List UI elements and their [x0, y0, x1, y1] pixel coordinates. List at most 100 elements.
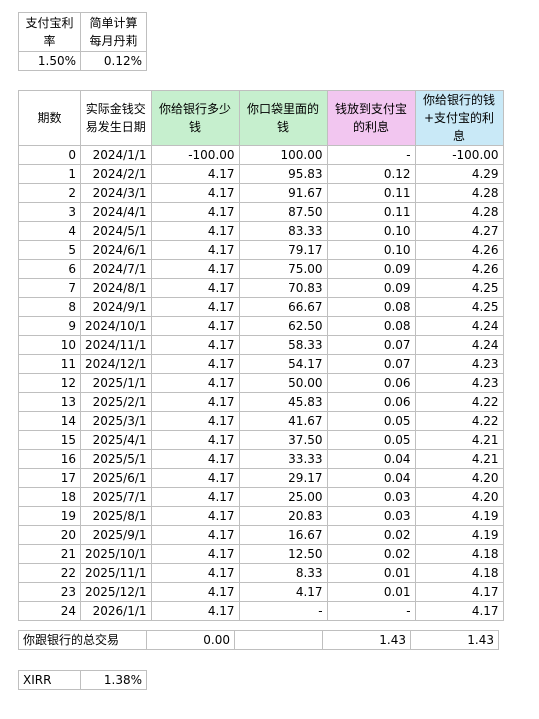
bank-payment-cell[interactable]: 4.17	[150, 373, 240, 393]
interest-cell[interactable]: 0.01	[326, 582, 416, 602]
pocket-money-cell[interactable]: 100.00	[238, 145, 328, 165]
period-cell[interactable]: 1	[18, 164, 81, 184]
date-cell[interactable]: 2024/4/1	[80, 202, 152, 222]
pocket-money-cell[interactable]: 41.67	[238, 411, 328, 431]
date-cell[interactable]: 2024/8/1	[80, 278, 152, 298]
pocket-money-cell[interactable]: 75.00	[238, 259, 328, 279]
period-cell[interactable]: 17	[18, 468, 81, 488]
combined-cell[interactable]: -100.00	[414, 145, 504, 165]
bank-payment-cell[interactable]: 4.17	[150, 297, 240, 317]
pocket-money-cell[interactable]: 54.17	[238, 354, 328, 374]
interest-cell[interactable]: -	[326, 145, 416, 165]
date-cell[interactable]: 2024/1/1	[80, 145, 152, 165]
interest-cell[interactable]: 0.10	[326, 240, 416, 260]
period-cell[interactable]: 6	[18, 259, 81, 279]
bank-payment-cell[interactable]: 4.17	[150, 411, 240, 431]
date-cell[interactable]: 2025/12/1	[80, 582, 152, 602]
period-cell[interactable]: 15	[18, 430, 81, 450]
combined-cell[interactable]: 4.28	[414, 183, 504, 203]
bank-payment-cell[interactable]: 4.17	[150, 525, 240, 545]
combined-cell[interactable]: 4.29	[414, 164, 504, 184]
pocket-money-cell[interactable]: 45.83	[238, 392, 328, 412]
pocket-money-cell[interactable]: 50.00	[238, 373, 328, 393]
combined-cell[interactable]: 4.19	[414, 525, 504, 545]
period-cell[interactable]: 12	[18, 373, 81, 393]
date-cell[interactable]: 2025/10/1	[80, 544, 152, 564]
interest-cell[interactable]: 0.11	[326, 183, 416, 203]
pocket-money-header[interactable]: 你口袋里面的钱	[238, 90, 328, 146]
interest-cell[interactable]: -	[326, 601, 416, 621]
totals-bank[interactable]: 0.00	[146, 630, 235, 650]
pocket-money-cell[interactable]: 91.67	[238, 183, 328, 203]
date-cell[interactable]: 2024/10/1	[80, 316, 152, 336]
period-cell[interactable]: 9	[18, 316, 81, 336]
pocket-money-cell[interactable]: 37.50	[238, 430, 328, 450]
bank-payment-cell[interactable]: 4.17	[150, 563, 240, 583]
interest-cell[interactable]: 0.09	[326, 278, 416, 298]
date-cell[interactable]: 2025/7/1	[80, 487, 152, 507]
bank-payment-cell[interactable]: 4.17	[150, 240, 240, 260]
interest-cell[interactable]: 0.01	[326, 563, 416, 583]
pocket-money-cell[interactable]: 83.33	[238, 221, 328, 241]
date-cell[interactable]: 2026/1/1	[80, 601, 152, 621]
pocket-money-cell[interactable]: 8.33	[238, 563, 328, 583]
bank-payment-cell[interactable]: 4.17	[150, 278, 240, 298]
combined-cell[interactable]: 4.25	[414, 297, 504, 317]
pocket-money-cell[interactable]: 95.83	[238, 164, 328, 184]
date-cell[interactable]: 2025/4/1	[80, 430, 152, 450]
date-cell[interactable]: 2024/11/1	[80, 335, 152, 355]
bank-payment-cell[interactable]: 4.17	[150, 354, 240, 374]
pocket-money-cell[interactable]: 87.50	[238, 202, 328, 222]
bank-payment-cell[interactable]: -100.00	[150, 145, 240, 165]
bank-payment-cell[interactable]: 4.17	[150, 430, 240, 450]
totals-label[interactable]: 你跟银行的总交易	[18, 630, 147, 650]
date-cell[interactable]: 2024/9/1	[80, 297, 152, 317]
pocket-money-cell[interactable]: 62.50	[238, 316, 328, 336]
pocket-money-cell[interactable]: -	[238, 601, 328, 621]
period-cell[interactable]: 24	[18, 601, 81, 621]
pocket-money-cell[interactable]: 33.33	[238, 449, 328, 469]
interest-cell[interactable]: 0.10	[326, 221, 416, 241]
interest-cell[interactable]: 0.09	[326, 259, 416, 279]
combined-cell[interactable]: 4.23	[414, 354, 504, 374]
period-cell[interactable]: 11	[18, 354, 81, 374]
bank-payment-cell[interactable]: 4.17	[150, 544, 240, 564]
interest-cell[interactable]: 0.03	[326, 487, 416, 507]
monthly-rate-header[interactable]: 简单计算每月丹莉	[80, 12, 147, 52]
bank-payment-header[interactable]: 你给银行多少钱	[150, 90, 240, 146]
combined-cell[interactable]: 4.18	[414, 544, 504, 564]
combined-cell[interactable]: 4.22	[414, 392, 504, 412]
combined-cell[interactable]: 4.26	[414, 240, 504, 260]
period-cell[interactable]: 19	[18, 506, 81, 526]
pocket-money-cell[interactable]: 4.17	[238, 582, 328, 602]
date-cell[interactable]: 2025/5/1	[80, 449, 152, 469]
bank-payment-cell[interactable]: 4.17	[150, 164, 240, 184]
pocket-money-cell[interactable]: 20.83	[238, 506, 328, 526]
bank-payment-cell[interactable]: 4.17	[150, 259, 240, 279]
combined-cell[interactable]: 4.26	[414, 259, 504, 279]
pocket-money-cell[interactable]: 79.17	[238, 240, 328, 260]
bank-payment-cell[interactable]: 4.17	[150, 468, 240, 488]
bank-payment-cell[interactable]: 4.17	[150, 582, 240, 602]
period-cell[interactable]: 10	[18, 335, 81, 355]
combined-cell[interactable]: 4.21	[414, 430, 504, 450]
totals-combined[interactable]: 1.43	[410, 630, 499, 650]
combined-cell[interactable]: 4.28	[414, 202, 504, 222]
period-cell[interactable]: 13	[18, 392, 81, 412]
bank-payment-cell[interactable]: 4.17	[150, 392, 240, 412]
alipay-interest-header[interactable]: 钱放到支付宝的利息	[326, 90, 416, 146]
interest-cell[interactable]: 0.08	[326, 316, 416, 336]
period-cell[interactable]: 2	[18, 183, 81, 203]
combined-cell[interactable]: 4.24	[414, 316, 504, 336]
date-cell[interactable]: 2025/1/1	[80, 373, 152, 393]
bank-payment-cell[interactable]: 4.17	[150, 202, 240, 222]
pocket-money-cell[interactable]: 12.50	[238, 544, 328, 564]
period-cell[interactable]: 23	[18, 582, 81, 602]
date-cell[interactable]: 2024/3/1	[80, 183, 152, 203]
combined-cell[interactable]: 4.22	[414, 411, 504, 431]
date-cell[interactable]: 2025/8/1	[80, 506, 152, 526]
combined-cell[interactable]: 4.20	[414, 487, 504, 507]
combined-cell[interactable]: 4.19	[414, 506, 504, 526]
interest-cell[interactable]: 0.12	[326, 164, 416, 184]
date-cell[interactable]: 2025/9/1	[80, 525, 152, 545]
